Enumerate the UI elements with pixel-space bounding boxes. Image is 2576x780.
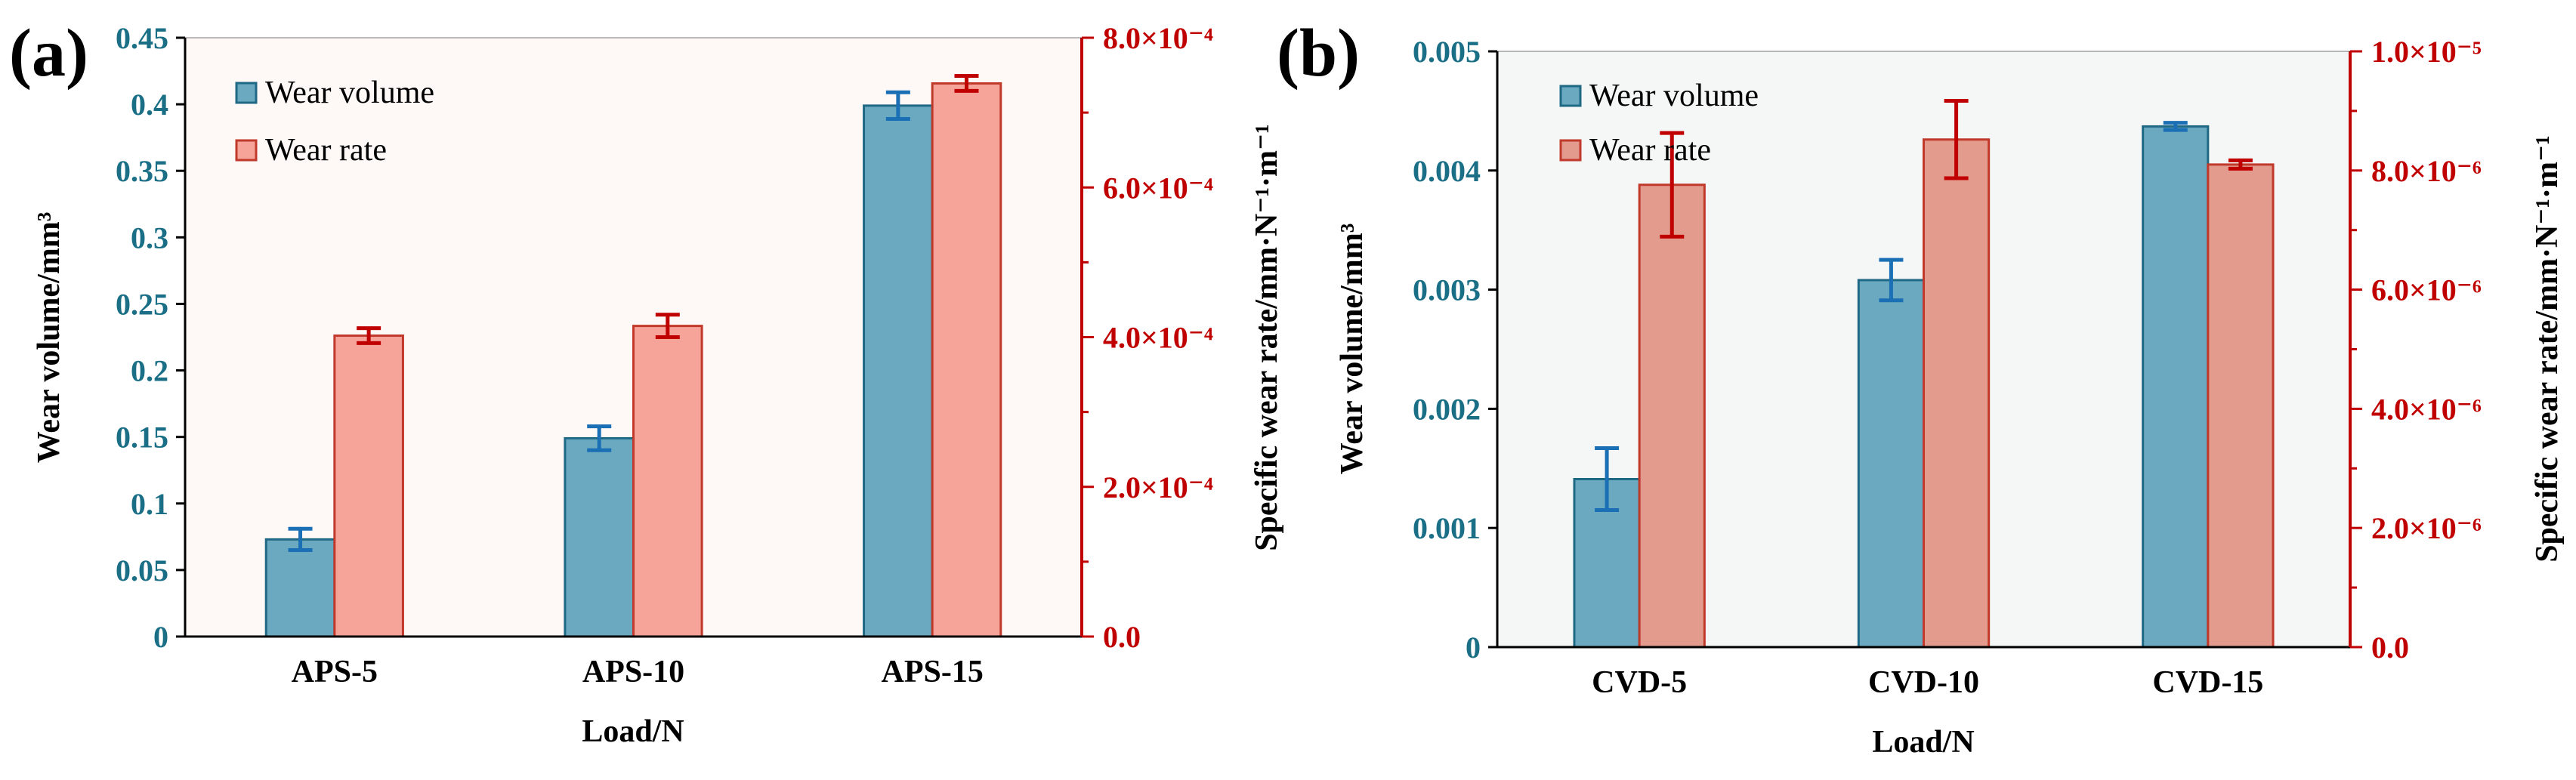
legend-label-wear-volume: Wear volume	[265, 76, 434, 110]
left-tick-label: 0.35	[116, 154, 168, 188]
chart-panel-b: 0 0.001 0.002 0.003 0.004 0.005 0.0 2.0×10⁻⁶ 4.0…	[1277, 16, 2565, 760]
wear-volume-bar	[1857, 279, 1925, 649]
wear-volume-bar	[264, 538, 336, 638]
left-tick-label: 0.2	[131, 354, 168, 388]
right-tick-label: 4.0×10⁻⁴	[1103, 321, 1213, 355]
right-tick-label: 8.0×10⁻⁴	[1103, 21, 1213, 55]
x-axis-title: Load/N	[1872, 725, 1974, 760]
wear-rate-bar	[632, 325, 703, 638]
panel-label: (a)	[9, 16, 88, 91]
legend-swatch-wear-rate	[235, 139, 258, 162]
wear-rate-bar	[1638, 183, 1706, 649]
wear-rate-error-bar	[1944, 98, 1969, 180]
wear-volume-bar	[2142, 125, 2210, 649]
right-tick-label: 2.0×10⁻⁶	[2371, 511, 2482, 545]
right-tick-label: 8.0×10⁻⁶	[2371, 154, 2482, 188]
left-tick-label: 0.25	[116, 287, 168, 321]
wear-rate-bar	[1923, 138, 1991, 649]
legend-label-wear-volume: Wear volume	[1589, 79, 1759, 113]
wear-rate-error-bar	[357, 326, 381, 345]
left-tick-label: 0	[153, 620, 168, 654]
wear-volume-error-bar	[288, 526, 313, 552]
wear-volume-error-bar	[1879, 257, 1904, 303]
right-axis-title: Specific wear rate/mm·N⁻¹·m⁻¹	[2530, 135, 2565, 563]
wear-rate-error-bar	[2228, 158, 2253, 171]
legend-label-wear-rate: Wear rate	[265, 133, 387, 168]
legend-swatch-wear-rate	[1559, 139, 1582, 162]
left-axis-title: Wear volume/mm³	[1335, 224, 1370, 475]
right-axis-title: Specific wear rate/mm·N⁻¹·m⁻¹	[1249, 124, 1284, 551]
category-label: APS-5	[292, 655, 378, 689]
wear-rate-error-bar	[954, 74, 979, 93]
right-tick-label: 0.0	[1103, 620, 1141, 654]
right-tick-label: 4.0×10⁻⁶	[2371, 392, 2482, 426]
wear-volume-bar	[863, 104, 934, 638]
panel-label: (b)	[1277, 16, 1360, 91]
wear-volume-bar	[564, 436, 635, 638]
left-tick-label: 0.001	[1413, 511, 1481, 545]
left-tick-label: 0.004	[1413, 154, 1481, 188]
left-tick-label: 0.4	[131, 88, 168, 122]
wear-rate-error-bar	[655, 313, 680, 339]
right-tick-label: 2.0×10⁻⁴	[1103, 470, 1213, 504]
wear-rate-error-bar	[1660, 131, 1685, 239]
wear-volume-error-bar	[885, 90, 910, 121]
legend-swatch-wear-volume	[235, 82, 258, 104]
left-tick-label: 0.3	[131, 220, 168, 254]
left-tick-label: 0.05	[116, 553, 168, 587]
wear-volume-error-bar	[1595, 445, 1620, 513]
right-tick-label: 6.0×10⁻⁶	[2371, 273, 2482, 307]
left-tick-label: 0.15	[116, 421, 168, 455]
right-tick-label: 0.0	[2371, 630, 2409, 664]
left-tick-label: 0	[1466, 630, 1481, 664]
legend-label-wear-rate: Wear rate	[1589, 133, 1711, 168]
left-tick-label: 0.002	[1413, 392, 1481, 426]
legend-swatch-wear-volume	[1559, 85, 1582, 107]
x-axis-title: Load/N	[582, 714, 684, 749]
category-label: CVD-15	[2152, 665, 2263, 700]
left-axis-title: Wear volume/mm³	[32, 212, 66, 464]
wear-volume-error-bar	[2163, 121, 2188, 132]
category-label: CVD-5	[1592, 665, 1687, 700]
category-label: APS-15	[881, 655, 983, 689]
left-tick-label: 0.003	[1413, 273, 1481, 307]
category-label: APS-10	[582, 655, 684, 689]
chart-panel-a: 0 0.05 0.1 0.15 0.2 0.25 0.3 0.35 0.4 0.45 0.0 2.0×…	[9, 16, 1284, 749]
wear-rate-bar	[2207, 163, 2275, 649]
left-tick-label: 0.1	[131, 487, 168, 521]
category-label: CVD-10	[1868, 665, 1979, 700]
wear-rate-bar	[333, 335, 404, 638]
left-tick-label: 0.005	[1413, 35, 1481, 69]
left-tick-label: 0.45	[116, 21, 168, 55]
right-tick-label: 1.0×10⁻⁵	[2371, 35, 2482, 69]
wear-volume-error-bar	[587, 424, 612, 452]
wear-rate-bar	[931, 82, 1002, 638]
right-tick-label: 6.0×10⁻⁴	[1103, 171, 1213, 205]
